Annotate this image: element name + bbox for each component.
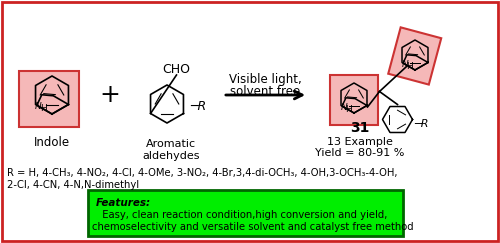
Text: solvent free: solvent free — [230, 85, 300, 97]
Text: CHO: CHO — [162, 62, 190, 76]
Text: Indole: Indole — [34, 136, 70, 149]
Text: ─R: ─R — [190, 99, 206, 113]
Bar — [330, 75, 378, 125]
Text: +: + — [100, 83, 120, 107]
Text: N: N — [35, 102, 42, 111]
Text: 2-Cl, 4-CN, 4-N,N-dimethyl: 2-Cl, 4-CN, 4-N,N-dimethyl — [7, 180, 139, 190]
Text: H: H — [406, 62, 413, 71]
Text: 31: 31 — [350, 121, 370, 135]
Text: ─R: ─R — [414, 119, 429, 129]
Text: Features:: Features: — [96, 198, 151, 208]
Text: H: H — [40, 104, 47, 113]
Bar — [388, 27, 441, 85]
Text: Aromatic
aldehydes: Aromatic aldehydes — [142, 139, 200, 161]
Bar — [88, 190, 403, 236]
Text: Yield = 80-91 %: Yield = 80-91 % — [316, 148, 404, 158]
Text: N: N — [402, 60, 408, 69]
Text: chemoselectivity and versatile solvent and catalyst free method: chemoselectivity and versatile solvent a… — [92, 222, 414, 232]
Text: H: H — [346, 105, 352, 114]
Text: N: N — [340, 103, 347, 112]
Text: Visible light,: Visible light, — [229, 72, 302, 86]
Text: 13 Example: 13 Example — [327, 137, 393, 147]
Text: Easy, clean reaction condition,high conversion and yield,: Easy, clean reaction condition,high conv… — [96, 210, 388, 220]
Bar — [19, 71, 79, 127]
Text: R = H, 4-CH₃, 4-NO₂, 4-Cl, 4-OMe, 3-NO₂, 4-Br,3,4-di-OCH₃, 4-OH,3-OCH₃-4-OH,: R = H, 4-CH₃, 4-NO₂, 4-Cl, 4-OMe, 3-NO₂,… — [7, 168, 398, 178]
